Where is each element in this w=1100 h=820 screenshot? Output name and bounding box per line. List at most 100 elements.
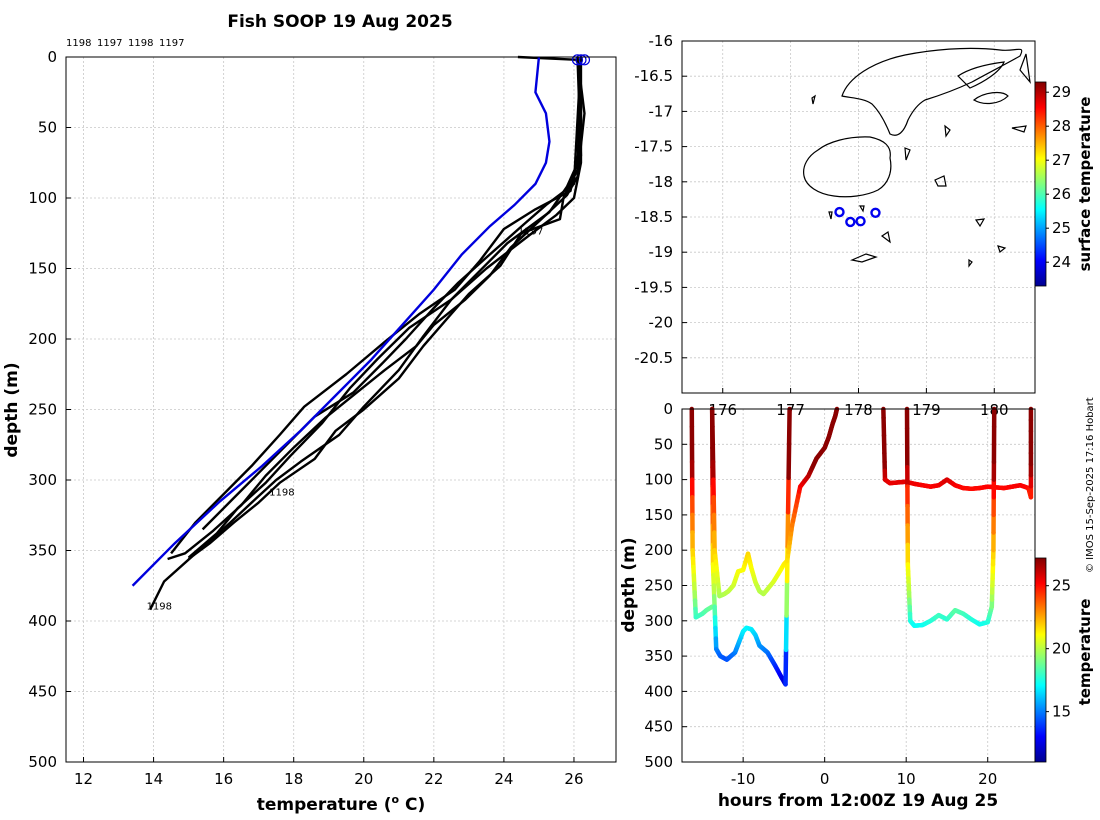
coastline-island-k bbox=[858, 205, 865, 213]
coastline-island-n bbox=[811, 94, 816, 105]
profile-line bbox=[201, 56, 583, 531]
profile-ticks: 12 14 16 18 20 22 24 26 0 50 100 150 200 250 300 350 400… bbox=[28, 48, 583, 788]
section-y-tick-label: 50 bbox=[654, 435, 673, 453]
footer-credit: © IMOS 15-Sep-2025 17:16 Hobart bbox=[1085, 397, 1096, 573]
section-panel: 0 50 100 150 200 250 300 350 400 450 500 -10 0 10 20 h… bbox=[619, 400, 1094, 811]
coastline-vanua-levu bbox=[841, 47, 1023, 136]
map-y-tick-label: -20.5 bbox=[634, 349, 673, 367]
profile-line bbox=[187, 56, 583, 559]
section-x-tick-label: 20 bbox=[978, 770, 997, 788]
profile-x-tick-label: 22 bbox=[424, 770, 443, 788]
coastline-viti-levu bbox=[803, 136, 892, 198]
section-colorbar-tick-label: 25 bbox=[1052, 577, 1071, 595]
profile-annotation: 1198 bbox=[147, 602, 172, 613]
profile-y-tick-label: 250 bbox=[28, 401, 57, 419]
section-colorbar-tick-label: 15 bbox=[1052, 703, 1071, 721]
profile-mean-line bbox=[131, 56, 551, 587]
map-y-tick-label: -19.5 bbox=[634, 278, 673, 296]
profile-y-tick-label: 200 bbox=[28, 330, 57, 348]
section-y-tick-label: 450 bbox=[644, 718, 673, 736]
section-x-tick-label: 0 bbox=[820, 770, 830, 788]
map-station-marker bbox=[834, 206, 845, 218]
coastline-island-a bbox=[1019, 53, 1031, 85]
map-x-tick-label: 176 bbox=[708, 401, 737, 419]
profile-y-tick-label: 100 bbox=[28, 189, 57, 207]
profile-line bbox=[170, 57, 583, 555]
map-y-tick-label: -16.5 bbox=[634, 67, 673, 85]
section-y-tick-label: 100 bbox=[644, 471, 673, 489]
profile-surface-marker bbox=[571, 54, 584, 66]
map-y-tick-label: -18 bbox=[649, 173, 674, 191]
section-x-tick-label: -10 bbox=[731, 770, 756, 788]
map-y-tick-label: -16 bbox=[649, 32, 674, 50]
profile-annotation: 1197 bbox=[518, 227, 543, 238]
profile-y-tick-label: 450 bbox=[28, 683, 57, 701]
map-colorbar-tick-label: 25 bbox=[1052, 219, 1071, 237]
section-y-tick-label: 200 bbox=[644, 541, 673, 559]
section-y-axis-label: depth (m) bbox=[619, 537, 639, 632]
profile-y-tick-label: 350 bbox=[28, 542, 57, 560]
map-station-marker bbox=[845, 216, 856, 228]
section-y-tick-label: 500 bbox=[644, 753, 673, 771]
section-y-tick-label: 300 bbox=[644, 612, 673, 630]
section-colorbar-tick-label: 20 bbox=[1052, 640, 1071, 658]
profile-x-tick-label: 16 bbox=[214, 770, 233, 788]
profile-y-tick-label: 150 bbox=[28, 260, 57, 278]
profile-surface-marker bbox=[575, 54, 587, 66]
map-panel: -16 -16.5 -17 -17.5 -18 -18.5 -19 -19.5 -20 -20.5… bbox=[634, 32, 1094, 419]
profile-y-tick-label: 500 bbox=[28, 753, 57, 771]
coastline-island-j bbox=[828, 211, 833, 220]
map-stations bbox=[834, 206, 881, 228]
section-track-segment bbox=[785, 475, 791, 515]
profile-top-labels: 1198 1197 1198 1197 bbox=[66, 38, 184, 49]
coastline-taveuni bbox=[957, 61, 1005, 89]
profile-annotations: 1197 1198 1198 bbox=[147, 227, 544, 613]
profile-top-label: 1198 bbox=[128, 38, 153, 49]
profile-grid bbox=[66, 56, 616, 763]
coastline-island-c bbox=[934, 175, 947, 187]
section-track-segment bbox=[783, 647, 789, 687]
profile-y-tick-label: 300 bbox=[28, 471, 57, 489]
coastline-island-b bbox=[972, 91, 1009, 105]
section-track-segment bbox=[786, 441, 792, 481]
coastline-island-f bbox=[1011, 125, 1027, 133]
map-colorbar-tick-label: 24 bbox=[1052, 253, 1071, 271]
map-colorbar-tick-label: 29 bbox=[1052, 83, 1071, 101]
section-y-tick-label: 0 bbox=[663, 400, 673, 418]
map-station-marker bbox=[870, 207, 881, 218]
coastline-island-m bbox=[968, 258, 973, 268]
profile-lines bbox=[131, 54, 591, 611]
section-y-tick-label: 350 bbox=[644, 647, 673, 665]
profile-surface-marker bbox=[578, 54, 591, 66]
profile-line bbox=[167, 56, 586, 561]
section-x-axis-label: hours from 12:00Z 19 Aug 25 bbox=[718, 791, 998, 811]
map-colorbar-tick-label: 27 bbox=[1052, 151, 1071, 169]
profile-annotation: 1198 bbox=[269, 488, 294, 499]
profile-x-tick-label: 26 bbox=[564, 770, 583, 788]
section-track-segment bbox=[786, 406, 792, 446]
map-x-tick-label: 179 bbox=[912, 401, 941, 419]
profile-x-tick-label: 14 bbox=[144, 770, 163, 788]
profile-y-axis-label: depth (m) bbox=[2, 362, 22, 457]
section-colorbar-ticks: 15 20 25 bbox=[1046, 577, 1071, 721]
map-station-marker bbox=[855, 216, 866, 227]
section-track-segment bbox=[784, 578, 790, 618]
map-colorbar-label: surface temperature bbox=[1076, 97, 1094, 272]
profile-y-tick-label: 400 bbox=[28, 612, 57, 630]
section-x-tick-label: 10 bbox=[897, 770, 916, 788]
coastline-island-d bbox=[849, 253, 878, 263]
coastline-island-i bbox=[944, 124, 951, 138]
section-y-tick-label: 150 bbox=[644, 506, 673, 524]
coastline-island-l bbox=[997, 245, 1007, 254]
map-colorbar-tick-label: 26 bbox=[1052, 185, 1071, 203]
profile-x-tick-label: 18 bbox=[284, 770, 303, 788]
map-colorbar-ticks: 24 25 26 27 28 29 bbox=[1046, 83, 1071, 271]
map-ticks: -16 -16.5 -17 -17.5 -18 -18.5 -19 -19.5 -20 -20.5… bbox=[634, 32, 1008, 419]
profile-axes-frame bbox=[65, 56, 617, 763]
profile-top-label: 1197 bbox=[97, 38, 122, 49]
profile-line bbox=[149, 55, 583, 611]
profile-top-label: 1197 bbox=[159, 38, 184, 49]
map-y-tick-label: -20 bbox=[649, 314, 674, 332]
profile-y-tick-label: 50 bbox=[38, 119, 57, 137]
map-y-tick-label: -18.5 bbox=[634, 208, 673, 226]
